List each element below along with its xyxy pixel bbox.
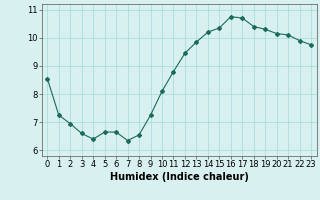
X-axis label: Humidex (Indice chaleur): Humidex (Indice chaleur) [110, 172, 249, 182]
